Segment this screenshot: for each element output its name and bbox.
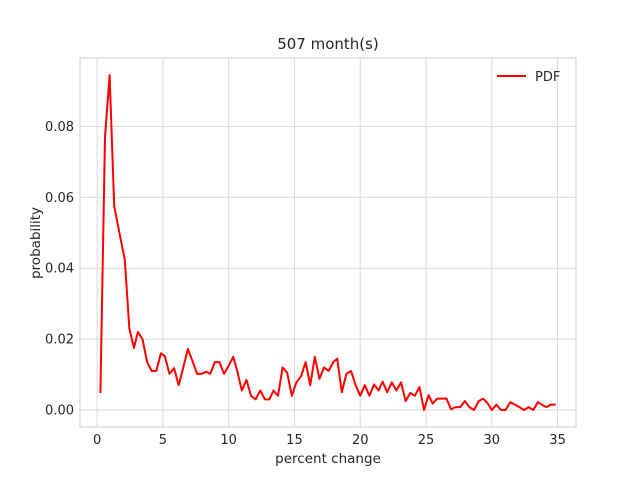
x-tick-label: 15: [286, 433, 303, 448]
x-tick-label: 5: [159, 433, 167, 448]
x-tick-label: 25: [418, 433, 435, 448]
y-tick-label: 0.00: [45, 403, 74, 418]
chart-title: 507 month(s): [277, 35, 379, 53]
y-axis-label: probability: [28, 207, 44, 279]
legend: PDF: [497, 70, 560, 85]
legend-label-pdf: PDF: [535, 70, 560, 85]
x-axis-label: percent change: [275, 451, 381, 467]
x-tick-label: 0: [93, 433, 101, 448]
y-tick-label: 0.02: [45, 333, 74, 348]
y-tick-label: 0.06: [45, 191, 74, 206]
x-tick-label: 30: [484, 433, 501, 448]
series-layer: [99, 74, 556, 411]
plot-area-frame: [79, 57, 577, 428]
tick-labels: 0 5 10 15 20 25 30 35 0.00 0.02 0.04 0.06 0.08: [45, 120, 566, 448]
x-tick-label: 20: [352, 433, 369, 448]
y-tick-label: 0.04: [45, 262, 74, 277]
x-tick-label: 10: [220, 433, 237, 448]
y-tick-label: 0.08: [45, 120, 74, 135]
series-line-pdf: [99, 74, 556, 411]
x-tick-label: 35: [549, 433, 566, 448]
grid: [80, 58, 576, 427]
